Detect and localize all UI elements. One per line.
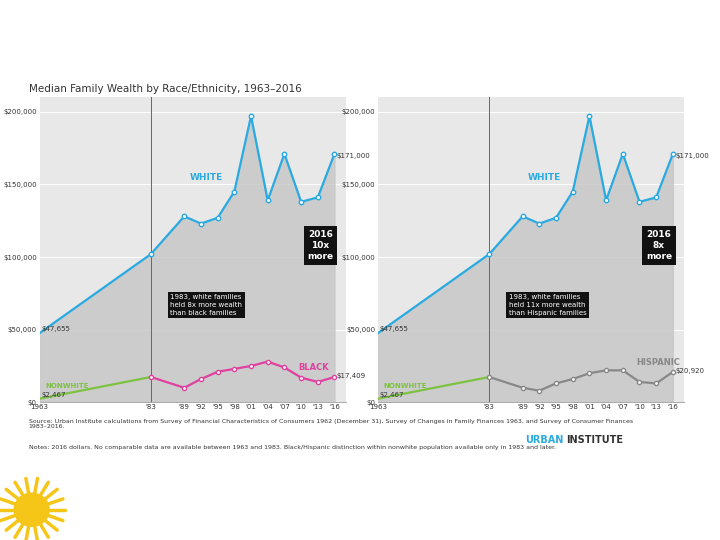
Text: Median Family Wealth by Race/Ethnicity, 1963–2016: Median Family Wealth by Race/Ethnicity, …	[29, 84, 302, 94]
Text: $47,655: $47,655	[41, 326, 70, 332]
Text: WHITE: WHITE	[190, 173, 223, 182]
Text: $20,920: $20,920	[675, 368, 704, 374]
Circle shape	[14, 493, 49, 526]
Text: 2016
8x
more: 2016 8x more	[646, 230, 672, 261]
Text: $2,467: $2,467	[41, 392, 66, 397]
Text: HISPANIC: HISPANIC	[636, 357, 680, 367]
Text: 2016
10x
more: 2016 10x more	[307, 230, 333, 261]
Text: WHITE: WHITE	[528, 173, 562, 182]
Text: 1983, white families
held 8x more wealth
than black families: 1983, white families held 8x more wealth…	[171, 294, 243, 316]
Text: URBAN: URBAN	[526, 435, 564, 445]
Text: $17,409: $17,409	[337, 374, 366, 380]
Text: INSTITUTE: INSTITUTE	[566, 435, 623, 445]
Text: $47,655: $47,655	[379, 326, 408, 332]
Text: $171,000: $171,000	[337, 153, 371, 159]
Text: Source: Urban Institute calculations from Survey of Financial Characteristics of: Source: Urban Institute calculations fro…	[29, 418, 633, 429]
Text: BLACK: BLACK	[298, 363, 329, 372]
Text: 1983, white families
held 11x more wealth
than Hispanic families: 1983, white families held 11x more wealt…	[509, 294, 587, 316]
Text: Disparities in Net Wealth: Disparities in Net Wealth	[86, 26, 558, 59]
Text: NONWHITE: NONWHITE	[384, 383, 427, 389]
Text: $171,000: $171,000	[675, 153, 709, 159]
Text: NONWHITE: NONWHITE	[45, 383, 89, 389]
Text: Notes: 2016 dollars. No comparable data are available between 1963 and 1983. Bla: Notes: 2016 dollars. No comparable data …	[29, 446, 556, 450]
Text: $2,467: $2,467	[379, 392, 404, 397]
